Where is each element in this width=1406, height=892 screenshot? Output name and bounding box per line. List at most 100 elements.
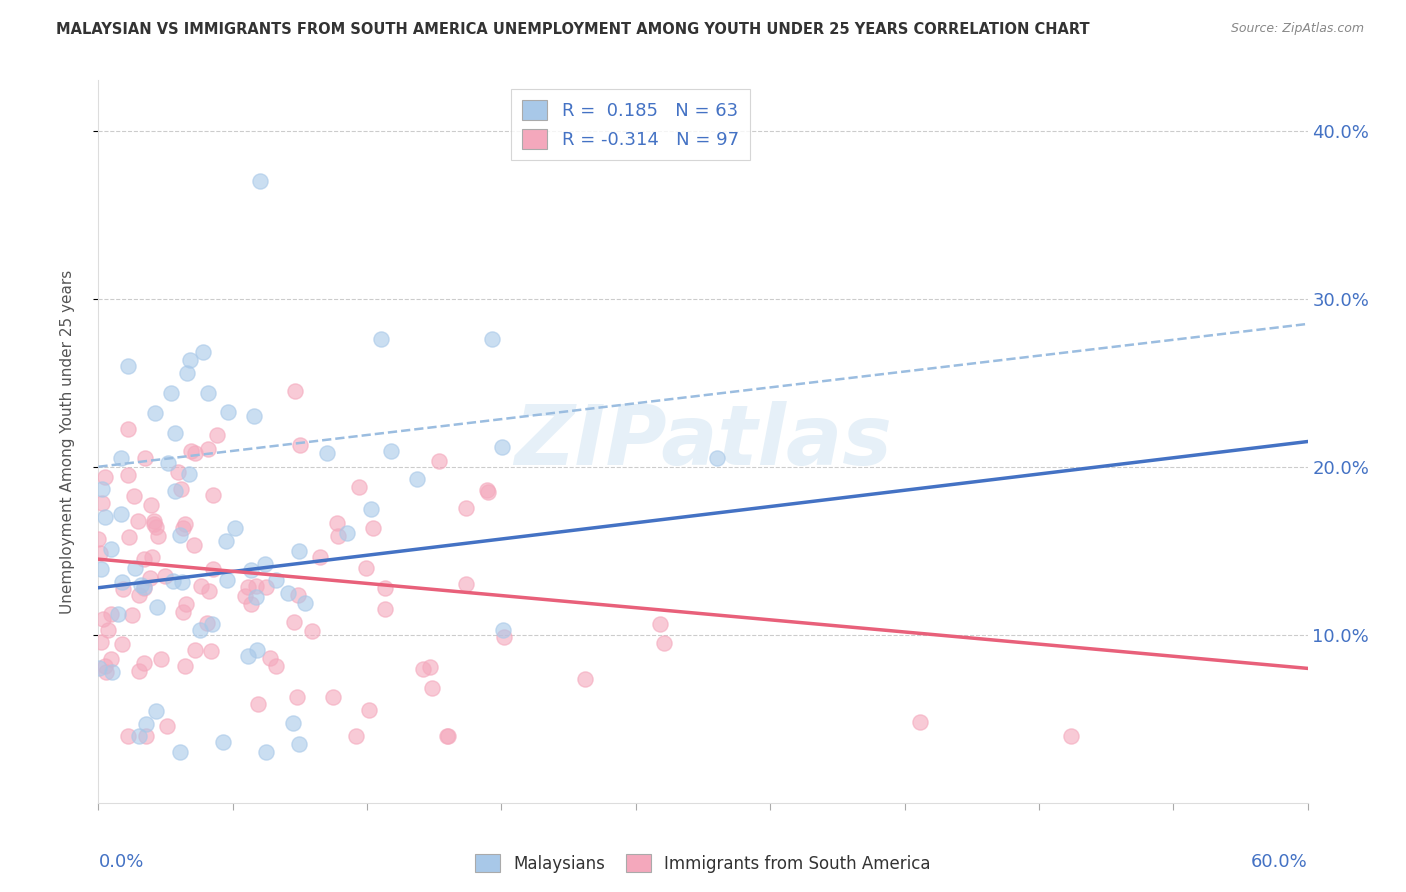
Point <box>454 577 477 591</box>
Point <box>173 659 195 673</box>
Point <box>574 673 596 687</box>
Point <box>215 533 238 548</box>
Point <box>93 659 115 673</box>
Point <box>239 597 262 611</box>
Point <box>380 443 402 458</box>
Point <box>117 422 139 436</box>
Point <box>284 384 307 398</box>
Point <box>211 735 233 749</box>
Point <box>288 544 311 558</box>
Point <box>176 366 198 380</box>
Point <box>110 507 132 521</box>
Point <box>481 332 503 346</box>
Point <box>437 729 460 743</box>
Point <box>97 623 120 637</box>
Point <box>253 557 276 571</box>
Point <box>107 607 129 622</box>
Point <box>412 662 434 676</box>
Point <box>238 580 260 594</box>
Point <box>127 514 149 528</box>
Point <box>418 660 440 674</box>
Point <box>101 665 124 679</box>
Point <box>264 573 287 587</box>
Point <box>184 642 207 657</box>
Point <box>477 485 499 500</box>
Point <box>436 729 458 743</box>
Point <box>94 665 117 679</box>
Point <box>202 562 225 576</box>
Point <box>177 467 200 481</box>
Point <box>183 537 205 551</box>
Point <box>236 648 259 663</box>
Point <box>118 530 141 544</box>
Point <box>354 561 377 575</box>
Point <box>153 569 176 583</box>
Point <box>117 467 139 482</box>
Point <box>652 635 675 649</box>
Point <box>344 729 367 743</box>
Point <box>89 546 111 560</box>
Point <box>190 579 212 593</box>
Point <box>94 509 117 524</box>
Point <box>706 451 728 466</box>
Point <box>124 560 146 574</box>
Point <box>198 584 221 599</box>
Point <box>132 581 155 595</box>
Point <box>141 549 163 564</box>
Point <box>287 588 309 602</box>
Point <box>233 590 256 604</box>
Point <box>149 652 172 666</box>
Text: 0.0%: 0.0% <box>98 854 143 871</box>
Point <box>156 719 179 733</box>
Point <box>245 579 267 593</box>
Point <box>420 681 443 695</box>
Point <box>246 642 269 657</box>
Point <box>648 617 671 632</box>
Point <box>370 332 392 346</box>
Point <box>294 596 316 610</box>
Point <box>427 454 450 468</box>
Point <box>90 483 112 497</box>
Point <box>173 516 195 531</box>
Point <box>247 697 270 711</box>
Legend: Malaysians, Immigrants from South America: Malaysians, Immigrants from South Americ… <box>468 847 938 880</box>
Point <box>91 496 114 510</box>
Point <box>205 428 228 442</box>
Point <box>184 446 207 460</box>
Point <box>112 582 135 596</box>
Point <box>197 386 219 401</box>
Point <box>254 745 277 759</box>
Point <box>492 630 515 644</box>
Y-axis label: Unemployment Among Youth under 25 years: Unemployment Among Youth under 25 years <box>60 269 75 614</box>
Point <box>283 615 305 630</box>
Point <box>131 578 153 592</box>
Point <box>322 690 344 704</box>
Point <box>347 479 370 493</box>
Point <box>315 445 337 459</box>
Point <box>224 520 246 534</box>
Point <box>110 451 132 466</box>
Point <box>326 529 349 543</box>
Point <box>277 586 299 600</box>
Point <box>167 465 190 479</box>
Point <box>117 359 139 373</box>
Point <box>135 716 157 731</box>
Point <box>301 624 323 638</box>
Point <box>135 729 157 743</box>
Point <box>197 442 219 457</box>
Point <box>172 575 194 590</box>
Legend: R =  0.185   N = 63, R = -0.314   N = 97: R = 0.185 N = 63, R = -0.314 N = 97 <box>512 89 749 160</box>
Point <box>188 624 211 638</box>
Point <box>245 590 267 604</box>
Point <box>491 624 513 638</box>
Point <box>360 502 382 516</box>
Point <box>264 658 287 673</box>
Point <box>908 715 931 730</box>
Point <box>169 745 191 759</box>
Point <box>174 597 197 611</box>
Point <box>134 450 156 465</box>
Point <box>249 174 271 188</box>
Point <box>215 573 238 587</box>
Point <box>111 574 134 589</box>
Point <box>179 353 201 368</box>
